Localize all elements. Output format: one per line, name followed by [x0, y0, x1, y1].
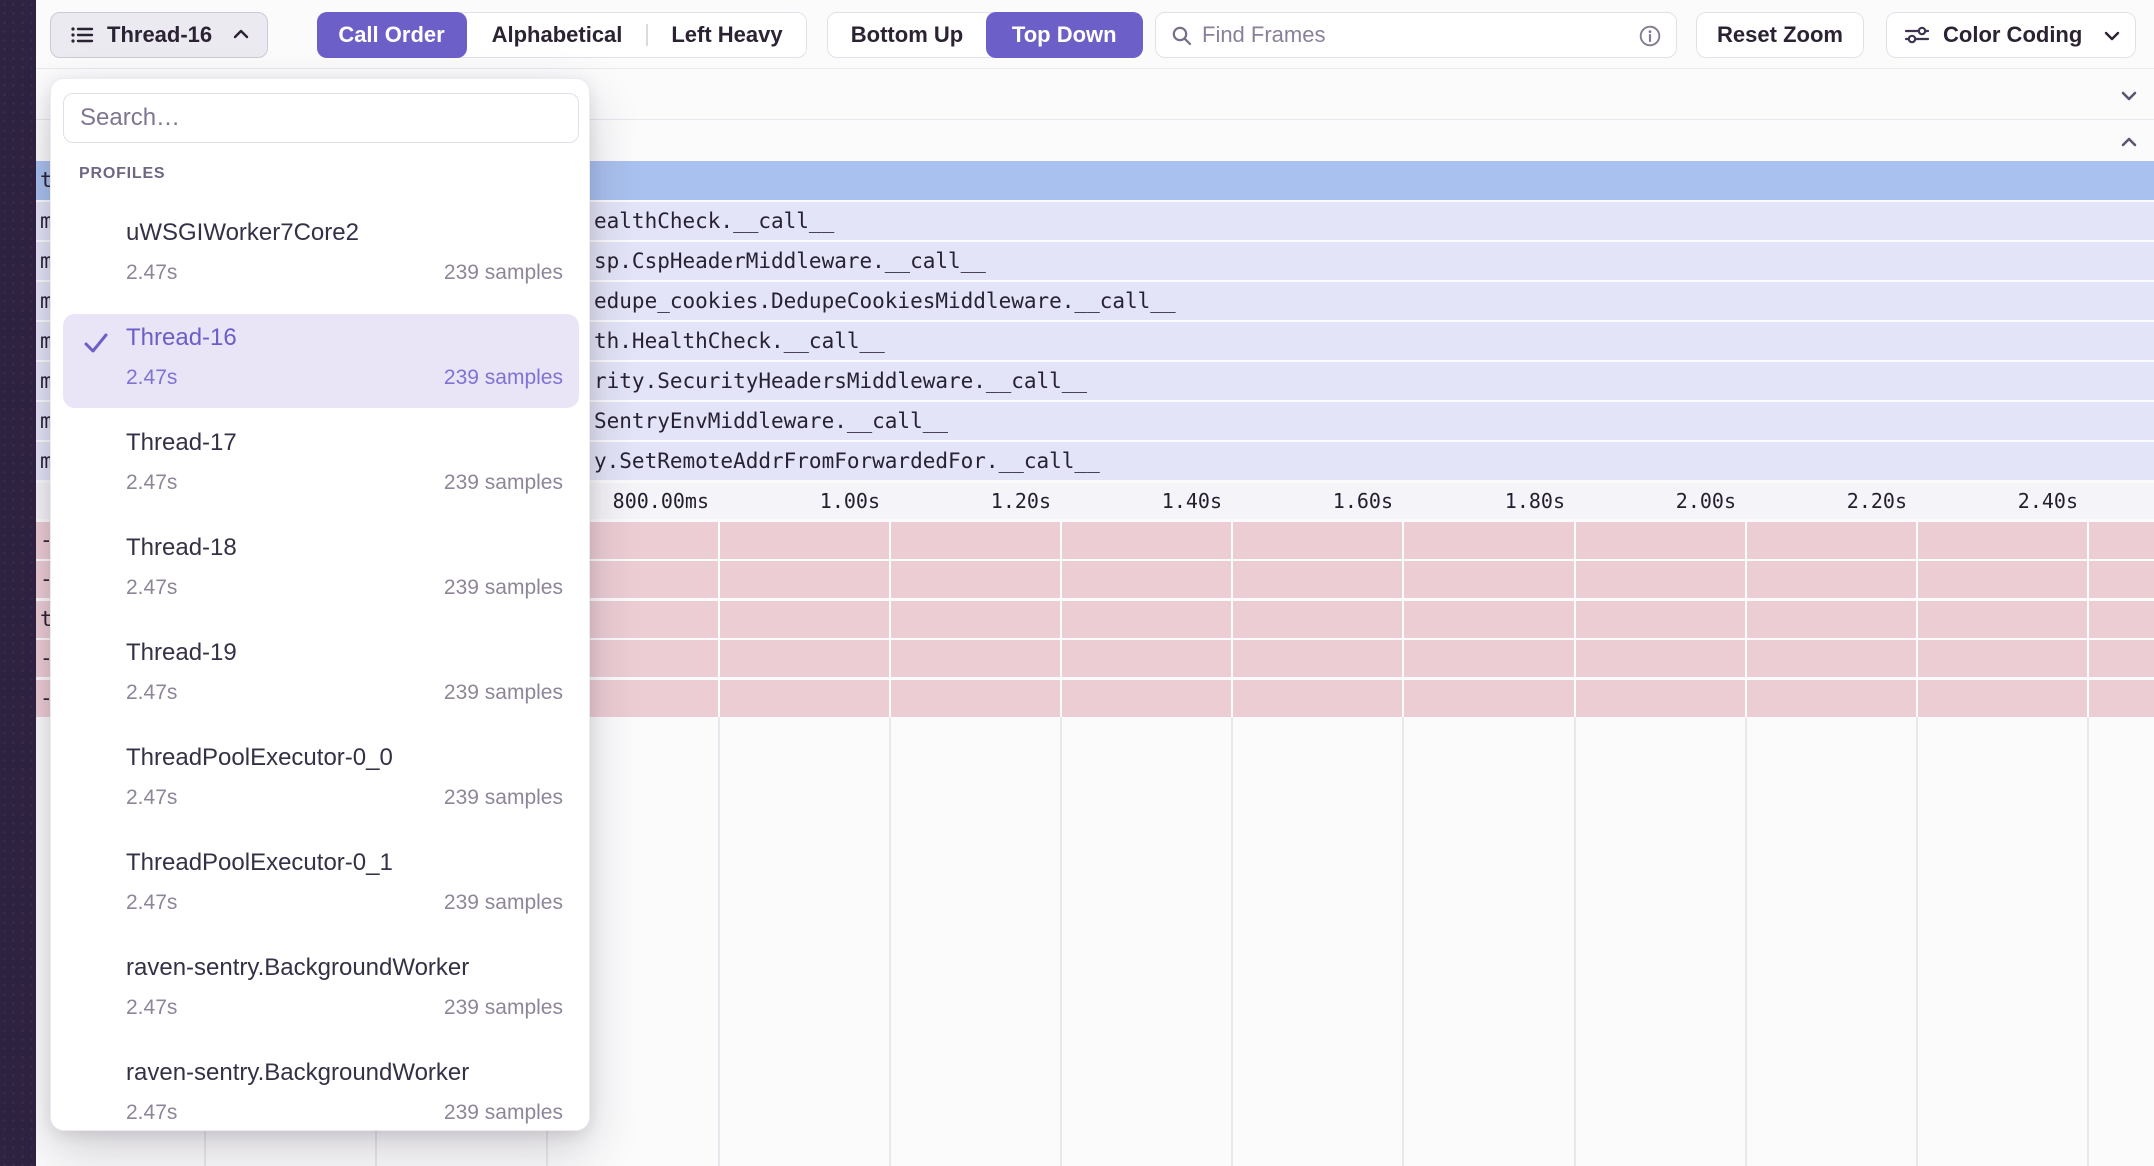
direction-option-bottom-up[interactable]: Bottom Up — [828, 13, 986, 56]
profile-name: ThreadPoolExecutor-0_0 — [126, 744, 393, 772]
profile-samples: 239 samples — [444, 1101, 563, 1125]
profile-samples: 239 samples — [444, 261, 563, 285]
profile-samples: 239 samples — [444, 471, 563, 495]
profile-item-thread-19[interactable]: Thread-19 2.47s 239 samples — [63, 629, 579, 723]
axis-tick-label: 1.60s — [1333, 483, 1393, 519]
profile-duration: 2.47s — [126, 681, 177, 705]
profile-item-thread-18[interactable]: Thread-18 2.47s 239 samples — [63, 524, 579, 618]
profile-duration: 2.47s — [126, 1101, 177, 1125]
axis-tick-label: 2.40s — [2018, 483, 2078, 519]
reset-zoom-button[interactable]: Reset Zoom — [1696, 12, 1864, 58]
gridline — [2087, 717, 2089, 1166]
profile-name: ThreadPoolExecutor-0_1 — [126, 849, 393, 877]
profile-duration: 2.47s — [126, 786, 177, 810]
profiles-section-label: PROFILES — [79, 165, 165, 183]
chevron-up-icon — [229, 23, 253, 47]
profile-item-uwsgiworker7core2[interactable]: uWSGIWorker7Core2 2.47s 239 samples — [63, 209, 579, 303]
profile-duration: 2.47s — [126, 996, 177, 1020]
gridline — [889, 717, 891, 1166]
gridline — [1745, 717, 1747, 1166]
info-icon[interactable] — [1638, 24, 1662, 48]
checkmark-icon — [81, 328, 111, 358]
gridline — [2087, 522, 2089, 717]
axis-tick-label: 1.00s — [820, 483, 880, 519]
gridline — [1231, 522, 1233, 717]
profile-duration: 2.47s — [126, 366, 177, 390]
profile-samples: 239 samples — [444, 576, 563, 600]
thread-dropdown-panel: PROFILES uWSGIWorker7Core2 2.47s 239 samp… — [50, 78, 590, 1131]
flame-row-label: rity.SecurityHeadersMiddleware.__call__ — [594, 362, 1087, 400]
profile-name: Thread-17 — [126, 429, 237, 457]
gridline — [1916, 717, 1918, 1166]
thread-selector-label: Thread-16 — [107, 22, 217, 48]
profile-item-thread-17[interactable]: Thread-17 2.47s 239 samples — [63, 419, 579, 513]
profile-duration: 2.47s — [126, 261, 177, 285]
profile-samples: 239 samples — [444, 891, 563, 915]
profile-name: Thread-16 — [126, 324, 237, 352]
sort-option-left-heavy[interactable]: Left Heavy — [648, 13, 806, 56]
color-coding-button[interactable]: Color Coding — [1886, 12, 2136, 58]
axis-tick-label: 800.00ms — [613, 483, 709, 519]
sort-segmented-control: Call Order Alphabetical Left Heavy — [317, 12, 807, 58]
gridline — [718, 522, 720, 717]
axis-tick-label: 1.20s — [991, 483, 1051, 519]
gridline — [1574, 717, 1576, 1166]
profiler-flamechart-page: t m ealthCheck.__call__ m sp.CspHeaderMi… — [0, 0, 2154, 1166]
app-sidebar-strip — [0, 0, 36, 1166]
profile-duration: 2.47s — [126, 576, 177, 600]
profile-samples: 239 samples — [444, 996, 563, 1020]
toolbar: Thread-16 Call Order Alphabetical Left H… — [36, 0, 2154, 69]
profile-name: raven-sentry.BackgroundWorker — [126, 1059, 469, 1087]
direction-segmented-control: Bottom Up Top Down — [827, 12, 1140, 58]
flame-row-label: edupe_cookies.DedupeCookiesMiddleware.__… — [594, 282, 1176, 320]
dropdown-search-field — [63, 93, 579, 143]
profile-name: uWSGIWorker7Core2 — [126, 219, 359, 247]
flame-row-label: y.SetRemoteAddrFromForwardedFor.__call__ — [594, 442, 1100, 480]
section-collapse-chevron-down-icon[interactable] — [2116, 83, 2142, 109]
direction-option-top-down[interactable]: Top Down — [986, 12, 1143, 58]
axis-tick-label: 1.40s — [1162, 483, 1222, 519]
gridline — [1060, 717, 1062, 1166]
dropdown-search-input[interactable] — [64, 94, 578, 142]
sliders-icon — [1903, 23, 1931, 47]
gridline — [1402, 717, 1404, 1166]
gridline — [889, 522, 891, 717]
gridline — [718, 717, 720, 1166]
find-frames-input[interactable] — [1202, 13, 1602, 56]
gridline — [1231, 717, 1233, 1166]
sort-option-call-order[interactable]: Call Order — [317, 12, 467, 58]
profile-samples: 239 samples — [444, 786, 563, 810]
axis-tick-label: 1.80s — [1505, 483, 1565, 519]
flame-row-label: th.HealthCheck.__call__ — [594, 322, 885, 360]
profile-item-raven-sentry-backgroundworker-2[interactable]: raven-sentry.BackgroundWorker 2.47s 239 s… — [63, 1049, 579, 1143]
profile-name: raven-sentry.BackgroundWorker — [126, 954, 469, 982]
profile-samples: 239 samples — [444, 366, 563, 390]
sort-option-alphabetical[interactable]: Alphabetical — [468, 13, 646, 56]
gridline — [1745, 522, 1747, 717]
list-icon — [69, 22, 95, 48]
profile-item-threadpoolexecutor-0-1[interactable]: ThreadPoolExecutor-0_1 2.47s 239 samples — [63, 839, 579, 933]
profile-duration: 2.47s — [126, 471, 177, 495]
profile-name: Thread-18 — [126, 534, 237, 562]
gridline — [1060, 522, 1062, 717]
profile-name: Thread-19 — [126, 639, 237, 667]
profile-item-raven-sentry-backgroundworker-1[interactable]: raven-sentry.BackgroundWorker 2.47s 239 s… — [63, 944, 579, 1038]
gridline — [1402, 522, 1404, 717]
flame-row-label: sp.CspHeaderMiddleware.__call__ — [594, 242, 986, 280]
find-frames-field — [1155, 12, 1677, 58]
profile-duration: 2.47s — [126, 891, 177, 915]
profile-samples: 239 samples — [444, 681, 563, 705]
profile-item-thread-16[interactable]: Thread-16 2.47s 239 samples — [63, 314, 579, 408]
flame-row-label: ealthCheck.__call__ — [594, 202, 834, 240]
section-collapse-chevron-up-icon[interactable] — [2116, 129, 2142, 155]
gridline — [1916, 522, 1918, 717]
thread-selector-button[interactable]: Thread-16 — [50, 12, 268, 58]
axis-tick-label: 2.00s — [1676, 483, 1736, 519]
axis-tick-label: 2.20s — [1847, 483, 1907, 519]
chevron-down-icon — [2100, 23, 2124, 47]
search-icon — [1170, 24, 1194, 48]
profile-item-threadpoolexecutor-0-0[interactable]: ThreadPoolExecutor-0_0 2.47s 239 samples — [63, 734, 579, 828]
flame-row-label: SentryEnvMiddleware.__call__ — [594, 402, 948, 440]
gridline — [1574, 522, 1576, 717]
